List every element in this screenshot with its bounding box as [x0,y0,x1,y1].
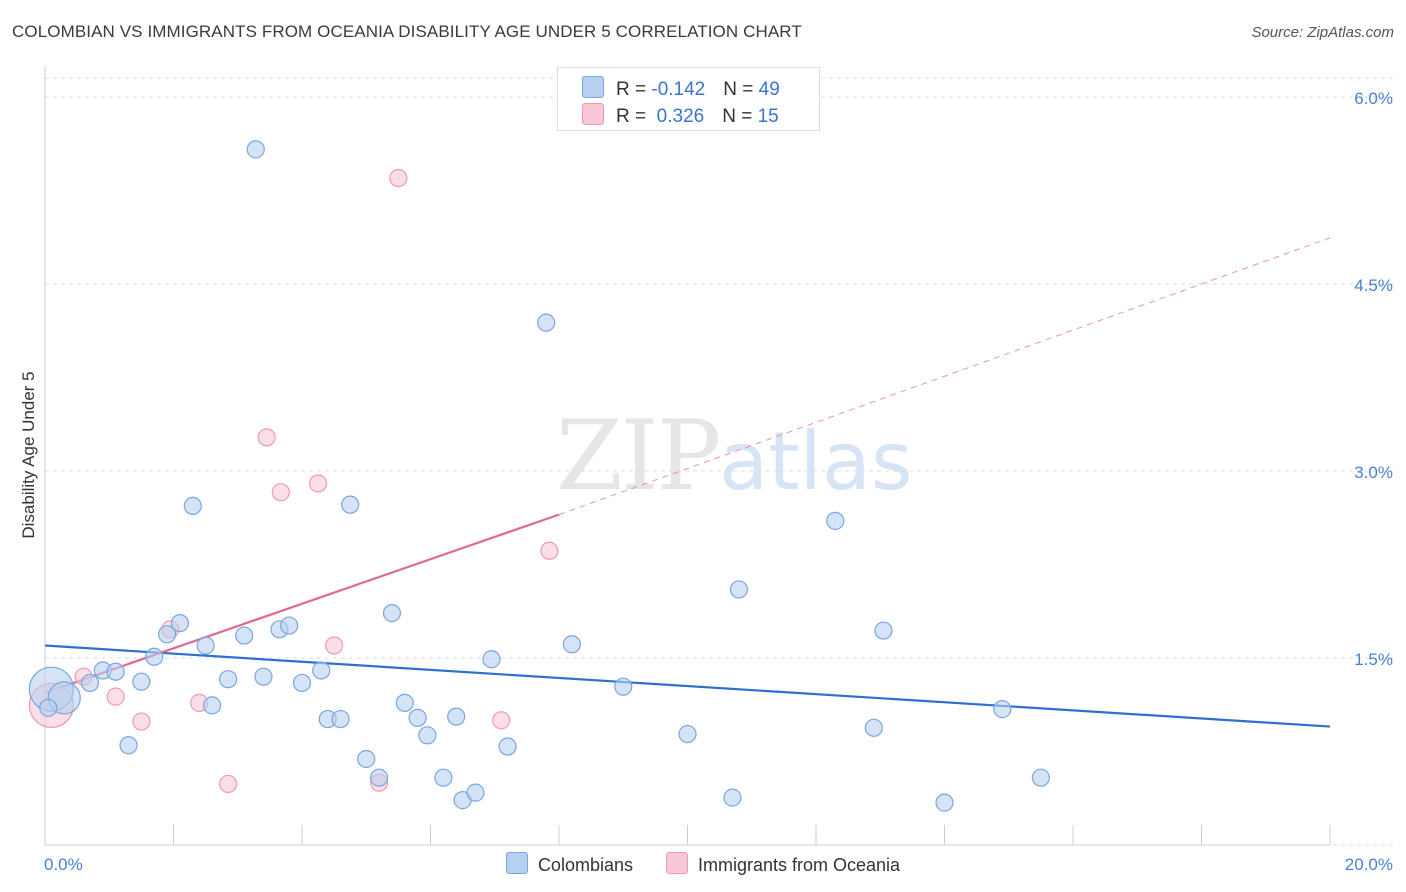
chart-title: COLOMBIAN VS IMMIGRANTS FROM OCEANIA DIS… [12,22,802,41]
point-colombians [466,783,485,802]
bottom-legend-swatch-oceania [666,852,688,874]
legend-row-colombians: R = -0.142 N = 49 [582,76,780,100]
point-colombians [312,661,331,680]
point-colombians [874,621,893,640]
point-colombians [418,726,437,745]
point-colombians [106,662,125,681]
point-colombians [993,700,1012,719]
point-oceania [492,711,511,730]
point-colombians [723,788,742,807]
point-colombians [119,736,138,755]
trend-line-oceania [44,513,560,694]
point-colombians [219,670,238,689]
tick-labels: 1.5% 3.0% 4.5% 6.0% 0.0% 20.0% [44,89,1393,874]
point-colombians [183,496,202,516]
point-colombians [39,698,58,717]
y-tick-label: 6.0% [1354,89,1393,108]
point-colombians [357,749,376,769]
point-colombians [498,737,517,756]
point-colombians [235,626,254,645]
point-colombians [292,673,312,693]
point-colombians [202,696,222,715]
point-oceania [325,636,344,655]
legend-row-oceania: R = 0.326 N = 15 [582,103,779,127]
legend: R = -0.142 N = 49 R = 0.326 N = 15 [557,67,820,131]
watermark: ZIPatlas [556,400,913,512]
point-colombians [331,709,350,729]
trend-lines [44,237,1331,728]
legend-r-label: R = [616,79,652,100]
point-colombians [935,793,954,812]
trend-line-colombians [44,644,1331,728]
watermark-atlas: atlas [719,415,913,508]
legend-n-label: N = [722,106,758,127]
bottom-legend: Colombians Immigrants from Oceania [0,852,1406,876]
point-colombians [370,768,389,787]
point-colombians [254,667,273,686]
legend-r-value: -0.142 [651,79,706,100]
point-colombians [447,707,466,726]
point-colombians [246,140,265,159]
y-tick-label: 1.5% [1354,650,1393,669]
point-colombians [408,708,427,727]
point-colombians [537,313,556,332]
legend-n-label: N = [723,79,759,100]
x-tick-label: 20.0% [1345,855,1393,874]
point-oceania [219,774,238,794]
bottom-legend-colombians: Colombians [505,852,633,876]
data-points [28,140,1050,812]
point-colombians [826,511,845,530]
point-oceania [257,428,276,447]
point-colombians [1031,768,1050,787]
legend-n-value: 49 [758,79,780,100]
point-colombians [196,636,215,655]
legend-swatch-oceania [582,103,604,125]
point-colombians [170,613,190,633]
point-colombians [562,635,581,654]
point-colombians [157,625,177,644]
y-tick-label: 4.5% [1354,276,1393,295]
point-colombians [729,580,749,599]
point-oceania [271,483,290,502]
point-colombians [678,724,697,744]
point-colombians [280,616,299,635]
point-colombians [341,495,360,514]
source-label: Source: ZipAtlas.com [1251,24,1394,41]
bottom-legend-label: Colombians [537,855,633,875]
x-tick-label: 0.0% [44,855,83,874]
watermark-zip: ZIP [556,400,721,512]
legend-r-label: R = [616,106,652,127]
y-axis-label: Disability Age Under 5 [19,371,38,538]
point-oceania [389,168,408,188]
bottom-legend-label: Immigrants from Oceania [698,855,901,875]
point-colombians [382,604,402,623]
point-colombians [614,677,633,696]
point-oceania [308,474,328,493]
legend-n-value: 15 [757,106,779,127]
legend-r-value: 0.326 [651,106,705,127]
point-colombians [80,673,100,693]
point-colombians [132,672,151,691]
legend-swatch-colombians [582,76,604,98]
point-oceania [106,687,125,706]
point-colombians [145,647,164,666]
bottom-legend-swatch-colombians [505,852,528,874]
point-colombians [395,693,414,712]
point-oceania [540,541,559,560]
bottom-legend-oceania: Immigrants from Oceania [666,852,900,876]
y-tick-label: 3.0% [1354,463,1393,482]
grid-lines [45,77,1395,846]
point-colombians [864,718,883,737]
point-colombians [434,768,453,787]
point-oceania [132,712,151,731]
point-colombians [482,650,501,669]
trend-line-oceania-extended [558,237,1331,516]
